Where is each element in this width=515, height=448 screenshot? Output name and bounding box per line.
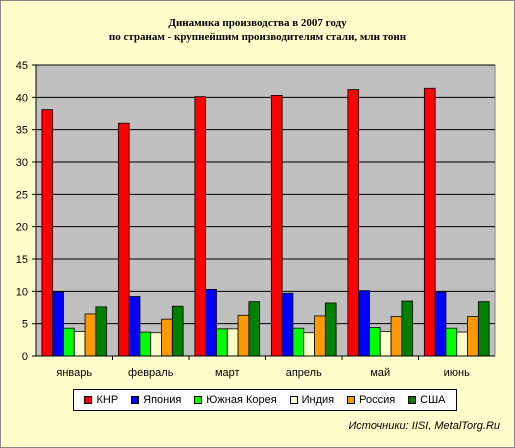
bar-3-6 — [445, 327, 458, 357]
bar-1-1 — [41, 109, 54, 357]
chart-title-line-1: Динамика производства в 2007 году — [168, 17, 347, 29]
bar-1-6 — [423, 87, 436, 357]
bar-3-5 — [369, 327, 381, 357]
bar-6-5 — [401, 300, 414, 357]
x-tick-label: январь — [56, 367, 92, 379]
legend-swatch — [131, 396, 140, 404]
bar-4-5 — [379, 331, 392, 357]
legend-item-3: Южная Корея — [194, 394, 277, 406]
bars — [41, 87, 490, 357]
legend-label: КНР — [96, 394, 119, 406]
y-tick-label: 0 — [22, 351, 28, 363]
bar-5-4 — [314, 315, 326, 357]
x-tick-label: март — [215, 367, 240, 379]
legend: КНР Япония Южная Корея Индия Россия США — [73, 389, 457, 411]
chart-title: Динамика производства в 2007 году по стр… — [0, 16, 515, 44]
bar-6-4 — [324, 302, 337, 357]
y-tick-label: 15 — [16, 254, 28, 266]
y-tick-label: 10 — [16, 286, 28, 298]
legend-swatch — [194, 396, 203, 404]
bar-1-2 — [117, 122, 130, 357]
legend-item-1: КНР — [84, 394, 118, 406]
legend-label: США — [420, 394, 446, 406]
legend-item-5: Россия — [347, 394, 395, 406]
bar-5-2 — [161, 318, 173, 357]
legend-swatch — [84, 396, 93, 404]
grid-lines — [36, 64, 495, 325]
bar-2-6 — [434, 291, 447, 357]
legend-swatch — [408, 396, 417, 404]
legend-swatch — [289, 396, 298, 404]
bar-6-6 — [477, 301, 490, 357]
y-tick-label: 25 — [16, 189, 28, 201]
bar-2-5 — [358, 290, 370, 357]
source-note: Источники: IISI, MetalTorg.Ru — [348, 420, 500, 432]
legend-item-4: Индия — [289, 394, 335, 406]
bar-3-4 — [292, 327, 305, 357]
legend-label: Россия — [359, 394, 396, 406]
legend-item-6: США — [408, 394, 446, 406]
y-tick-label: 5 — [22, 319, 28, 331]
bar-4-3 — [226, 328, 239, 357]
bar-5-5 — [390, 316, 403, 357]
bar-1-4 — [270, 94, 283, 357]
axes: 0 5 10 15 20 25 30 35 40 45 январь февраль март апрел… — [16, 60, 495, 379]
legend-label: Япония — [143, 394, 182, 406]
bar-2-3 — [205, 288, 217, 357]
bar-3-1 — [63, 327, 75, 357]
x-tick-label: май — [370, 367, 390, 379]
bar-4-6 — [456, 331, 468, 357]
x-tick-label: июнь — [444, 367, 470, 379]
legend-label: Индия — [301, 394, 335, 406]
bar-2-2 — [128, 296, 141, 357]
bar-3-3 — [216, 328, 228, 357]
bar-4-1 — [73, 331, 86, 357]
bar-6-2 — [171, 305, 184, 357]
bar-1-3 — [194, 96, 207, 357]
bar-4-4 — [303, 332, 315, 357]
y-tick-label: 45 — [16, 60, 28, 72]
y-tick-label: 40 — [16, 92, 28, 104]
x-tick-label: февраль — [128, 367, 174, 379]
y-tick-label: 20 — [16, 222, 28, 234]
bar-4-2 — [150, 332, 162, 357]
bar-5-3 — [237, 314, 250, 357]
bar-5-6 — [467, 316, 479, 357]
bar-1-5 — [347, 89, 360, 357]
legend-label: Южная Корея — [206, 394, 277, 406]
bar-6-1 — [95, 306, 108, 357]
plot-area — [35, 64, 496, 357]
bar-2-1 — [52, 291, 64, 357]
bar-5-1 — [84, 313, 97, 357]
legend-item-2: Япония — [131, 394, 181, 406]
x-tick-label: апрель — [286, 367, 322, 379]
bar-6-3 — [248, 301, 261, 357]
bar-3-2 — [139, 331, 152, 357]
chart-title-line-2: по странам - крупнейшим производителям с… — [108, 31, 407, 43]
legend-swatch — [347, 396, 356, 404]
bar-2-4 — [281, 292, 294, 357]
y-tick-label: 30 — [16, 157, 28, 169]
y-tick-label: 35 — [16, 125, 28, 137]
